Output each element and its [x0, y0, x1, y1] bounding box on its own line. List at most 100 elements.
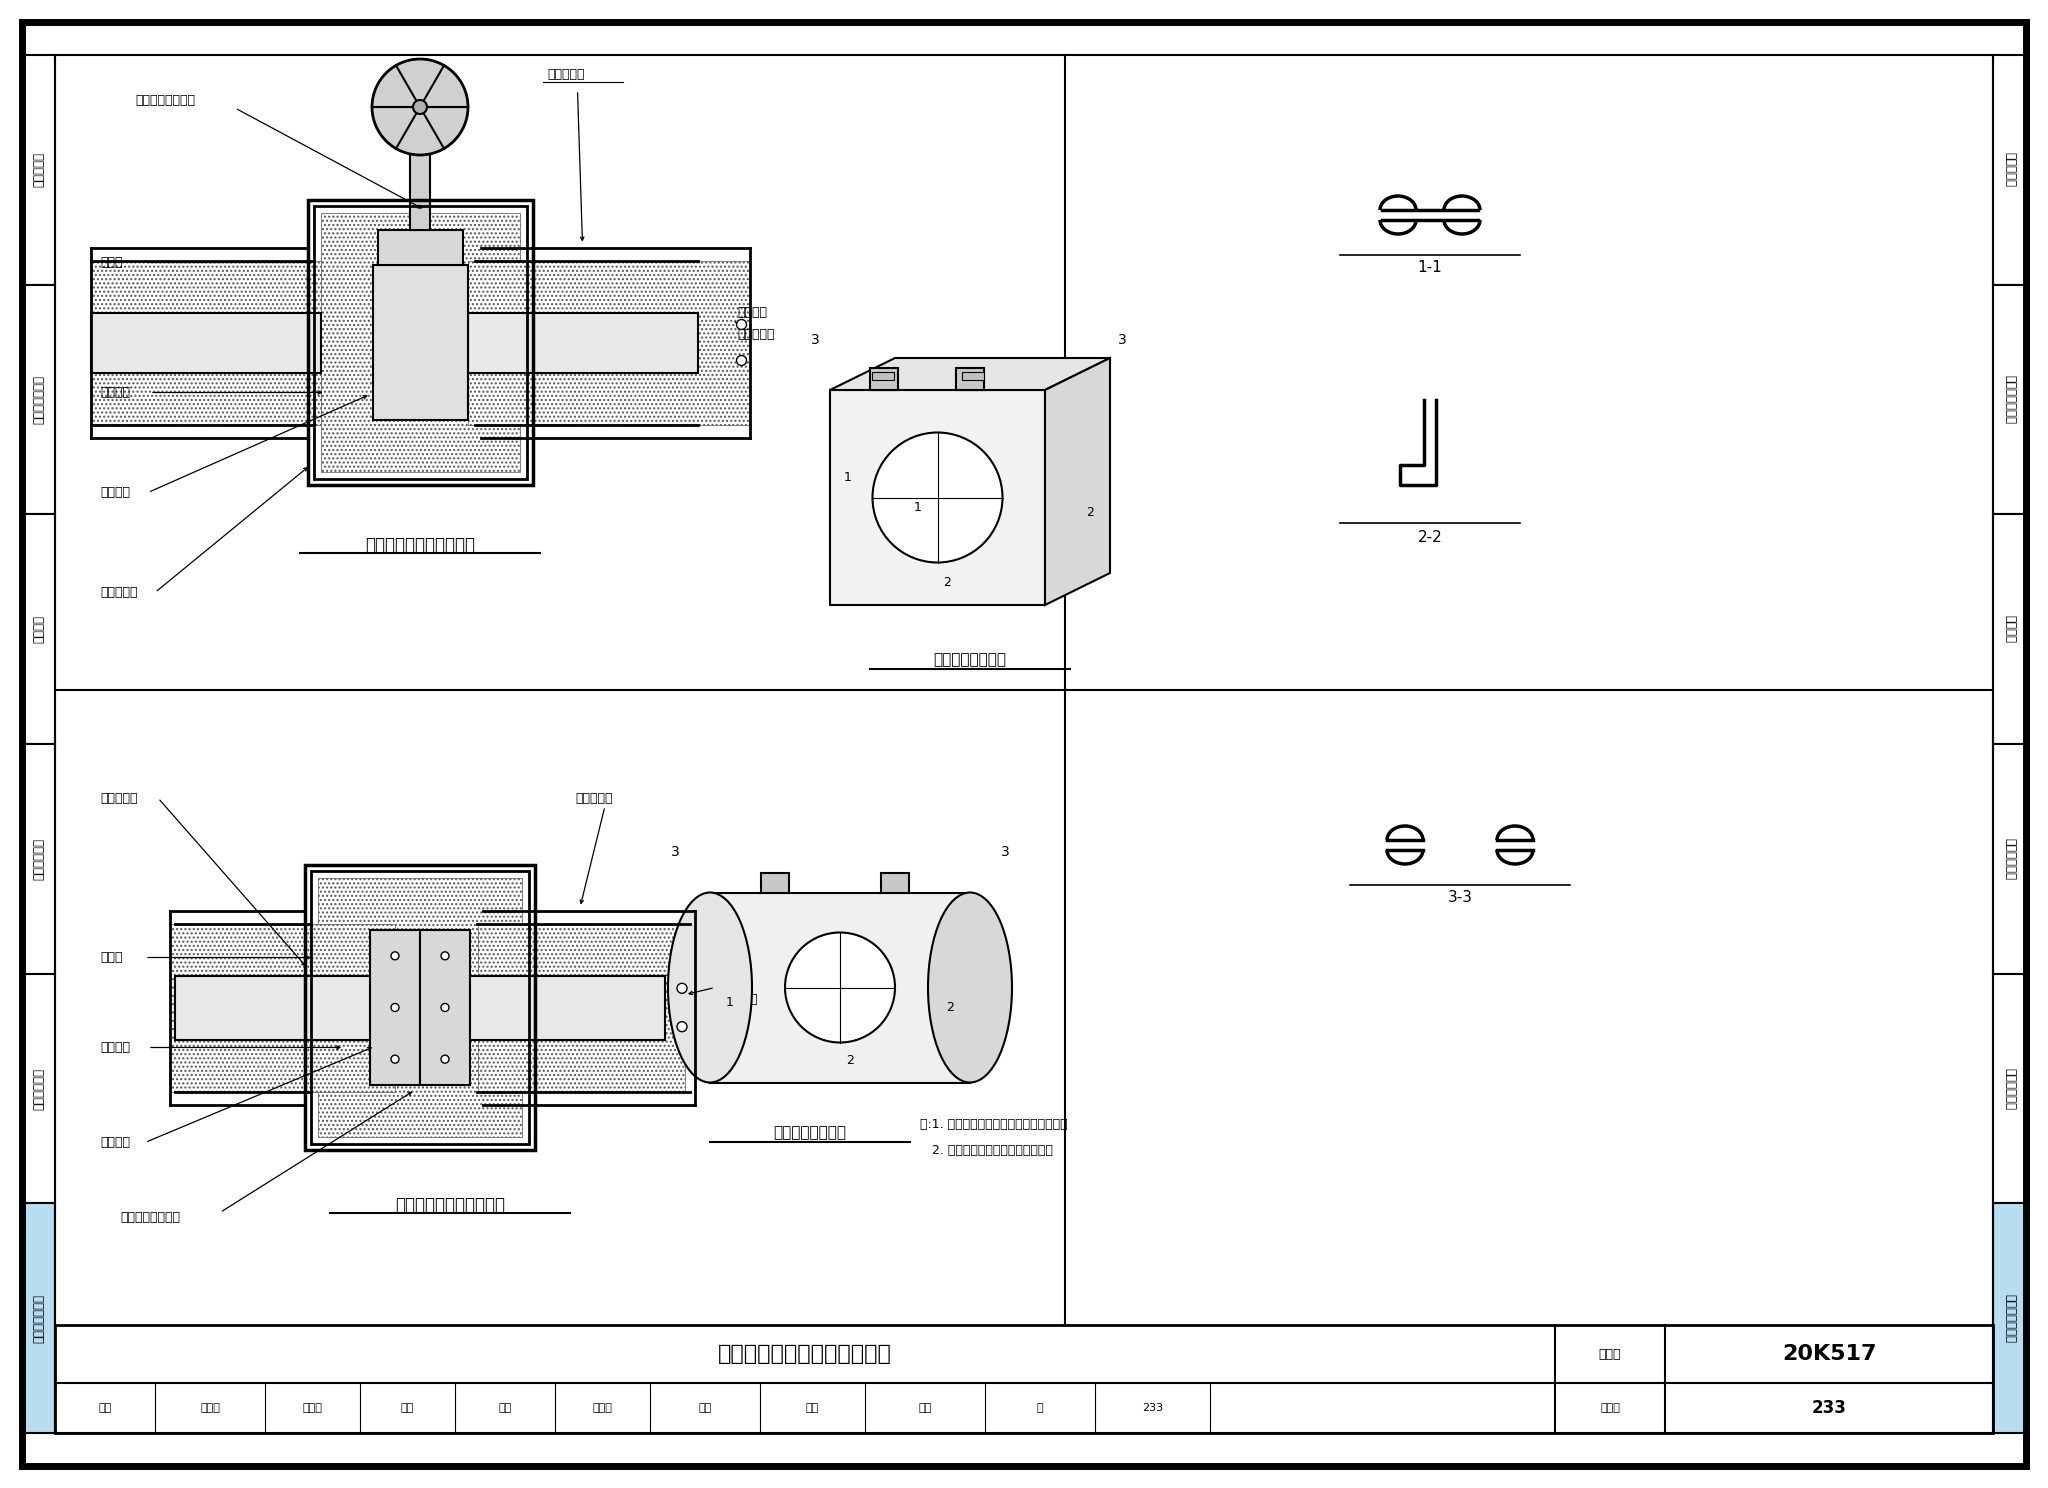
- Text: 施工安装与调试: 施工安装与调试: [2003, 1293, 2015, 1342]
- Text: 金属保护层: 金属保护层: [100, 792, 137, 805]
- Text: 设计: 设计: [698, 1403, 711, 1414]
- Text: 或抽芯铆钉: 或抽芯铆钉: [737, 327, 774, 341]
- Bar: [23, 515, 55, 744]
- Text: 2: 2: [946, 1001, 954, 1013]
- Text: 水泵与冷却塔: 水泵与冷却塔: [2003, 1067, 2015, 1110]
- Text: 2. 管道外皮防腐与直管防腐相同。: 2. 管道外皮防腐与直管防腐相同。: [920, 1144, 1053, 1158]
- Bar: [829, 390, 1044, 606]
- Text: 233: 233: [1143, 1403, 1163, 1414]
- Text: 1: 1: [913, 501, 922, 513]
- Bar: [23, 744, 55, 973]
- Ellipse shape: [668, 893, 752, 1082]
- Text: 金属保护层: 金属保护层: [575, 792, 612, 805]
- Text: 韦航签: 韦航签: [592, 1403, 612, 1414]
- Bar: [307, 199, 532, 485]
- Text: 刷密封胶: 刷密封胶: [100, 1135, 129, 1149]
- Circle shape: [373, 60, 469, 155]
- Text: 1: 1: [844, 472, 852, 484]
- Bar: [1993, 55, 2025, 284]
- Bar: [1993, 744, 2025, 973]
- Text: 1-1: 1-1: [1417, 260, 1442, 275]
- Bar: [410, 144, 430, 231]
- Text: 保冷材料: 保冷材料: [100, 1042, 129, 1054]
- Bar: [956, 368, 983, 390]
- Text: 施工安装与调试: 施工安装与调试: [33, 1293, 45, 1342]
- Text: 秀审笛: 秀审笛: [303, 1403, 322, 1414]
- Text: 蓄冷控制原理图: 蓄冷控制原理图: [2003, 375, 2015, 424]
- Circle shape: [414, 100, 426, 115]
- Bar: [23, 284, 55, 515]
- Text: 阀门、法兰不可拆式保冷结构: 阀门、法兰不可拆式保冷结构: [719, 1344, 893, 1364]
- Text: 图集号: 图集号: [1599, 1348, 1622, 1360]
- Circle shape: [737, 320, 748, 329]
- Text: 自攻螺钉: 自攻螺钉: [737, 307, 768, 318]
- Bar: [170, 924, 395, 1092]
- Text: 3: 3: [670, 845, 680, 860]
- Text: 防潮层: 防潮层: [100, 256, 123, 269]
- Text: 3: 3: [811, 333, 819, 347]
- Text: 蓄冷系统图: 蓄冷系统图: [33, 152, 45, 187]
- Bar: [90, 260, 319, 424]
- Text: 保冷材料: 保冷材料: [100, 385, 129, 399]
- Text: 蓄冷装置: 蓄冷装置: [33, 615, 45, 643]
- Bar: [371, 930, 420, 1085]
- Bar: [420, 930, 469, 1085]
- Bar: [305, 865, 535, 1150]
- Text: 1: 1: [825, 1009, 834, 1021]
- Bar: [373, 265, 467, 420]
- Bar: [1993, 973, 2025, 1204]
- Text: 制冷换冷设备: 制冷换冷设备: [33, 838, 45, 879]
- Circle shape: [391, 1003, 399, 1012]
- Circle shape: [391, 952, 399, 960]
- Text: 2-2: 2-2: [1417, 530, 1442, 545]
- Bar: [467, 312, 698, 372]
- Circle shape: [784, 933, 895, 1043]
- Text: 页: 页: [1036, 1403, 1042, 1414]
- Circle shape: [440, 1003, 449, 1012]
- Text: 20K517: 20K517: [1782, 1344, 1876, 1364]
- Bar: [377, 231, 463, 265]
- Circle shape: [440, 952, 449, 960]
- Bar: [1993, 1204, 2025, 1433]
- Polygon shape: [1044, 359, 1110, 606]
- Bar: [872, 372, 895, 381]
- Text: 或抽芯铆钉: 或抽芯铆钉: [721, 992, 758, 1006]
- Text: 填塞软质绝热材料: 填塞软质绝热材料: [121, 1211, 180, 1225]
- Bar: [711, 893, 971, 1082]
- Text: 金属保护层: 金属保护层: [547, 68, 586, 82]
- Bar: [317, 878, 522, 1137]
- Text: 法兰用金属保护罩: 法兰用金属保护罩: [774, 1125, 846, 1140]
- Text: 李娟: 李娟: [805, 1403, 819, 1414]
- Text: 图集号: 图集号: [1599, 1403, 1620, 1414]
- Text: 蓄冷控制原理图: 蓄冷控制原理图: [33, 375, 45, 424]
- Circle shape: [678, 1022, 686, 1031]
- Text: 防潮层: 防潮层: [100, 951, 123, 964]
- Text: 厉硝: 厉硝: [918, 1403, 932, 1414]
- Text: 李雯筠: 李雯筠: [201, 1403, 219, 1414]
- Bar: [1993, 284, 2025, 515]
- Text: 刷密封胶: 刷密封胶: [100, 487, 129, 498]
- Circle shape: [737, 356, 748, 366]
- Text: 2: 2: [846, 1054, 854, 1067]
- Text: 金属保护层: 金属保护层: [100, 586, 137, 600]
- Bar: [870, 368, 897, 390]
- Text: 2: 2: [944, 576, 952, 589]
- Circle shape: [440, 1055, 449, 1062]
- Bar: [313, 205, 526, 479]
- Circle shape: [391, 1055, 399, 1062]
- Bar: [23, 55, 55, 284]
- Bar: [881, 872, 909, 893]
- Bar: [311, 870, 528, 1144]
- Text: 2: 2: [1085, 506, 1094, 519]
- Ellipse shape: [928, 893, 1012, 1082]
- Text: 不可拆式阀门保冷结构图: 不可拆式阀门保冷结构图: [365, 536, 475, 554]
- Text: 填塞软质绝热材料: 填塞软质绝热材料: [135, 94, 195, 107]
- Text: 3: 3: [1118, 333, 1126, 347]
- Bar: [444, 976, 666, 1040]
- Circle shape: [678, 984, 686, 994]
- Text: 制冷换冷设备: 制冷换冷设备: [2003, 838, 2015, 879]
- Bar: [1993, 515, 2025, 744]
- Text: 3: 3: [1001, 845, 1010, 860]
- Text: 不可拆式法兰保冷结构图: 不可拆式法兰保冷结构图: [395, 1196, 506, 1214]
- Bar: [444, 976, 666, 1040]
